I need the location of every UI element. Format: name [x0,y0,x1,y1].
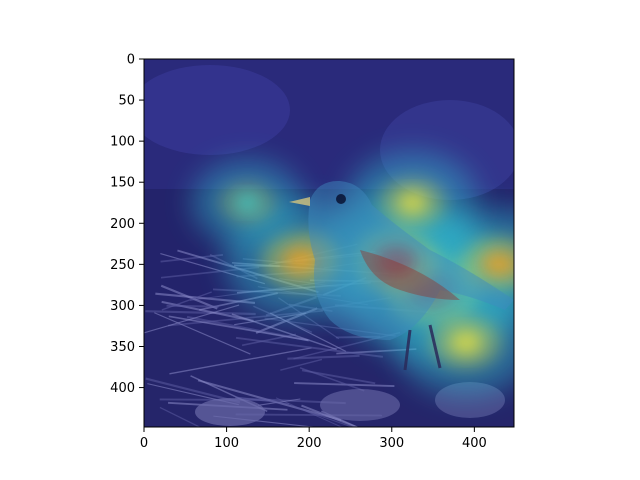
straw-strand [280,358,323,371]
x-tick-label: 300 [379,436,404,451]
straw-strand [166,304,219,308]
heat-hotspot [481,250,514,278]
y-tick-label: 300 [110,299,135,314]
straw-strand [159,406,201,427]
x-tick-label: 200 [297,436,322,451]
straw-strand [161,291,212,311]
heat-hotspot [281,245,321,275]
straw-strand [144,304,240,334]
bird-wing [360,250,460,300]
heat-hotspot [396,191,429,215]
image-leaf-blur [144,65,290,155]
heat-hotspot [235,193,260,212]
x-tick-label: 400 [462,436,487,451]
heat-overlay [192,152,514,396]
x-axis-ticks: 0 100 200 300 400 [140,427,487,451]
straw-strand [145,310,256,316]
straw-strand [154,312,251,355]
straw-strand [287,354,360,360]
y-tick-label: 200 [110,217,135,232]
y-tick-label: 50 [118,94,135,109]
y-tick-label: 350 [110,340,135,355]
x-tick-label: 100 [214,436,239,451]
image-leaf-bottom-mid [320,389,400,421]
bird-beak [289,197,310,206]
axes-frame [143,58,515,428]
straw-strand [155,292,256,304]
straw-strand [236,396,290,405]
straw-strand [269,312,347,352]
plot-area [144,59,514,427]
bird-body [308,180,514,340]
y-axis-ticks: 0 50 100 150 200 250 300 350 400 [110,53,144,396]
bird-leg-1 [403,329,412,371]
bird-leg-2 [428,324,442,369]
bird-eye [336,194,346,204]
bird [289,180,514,371]
y-tick-label: 250 [110,258,135,273]
straw-strand [169,347,312,375]
heat-hotspot [449,329,483,355]
y-tick-label: 100 [110,135,135,150]
straw-strand [168,315,309,342]
straw-strand [294,382,395,388]
y-tick-label: 0 [127,53,135,68]
y-tick-label: 400 [110,381,135,396]
straw-strand [235,336,384,358]
straw-strand [299,367,365,392]
x-tick-label: 0 [140,436,148,451]
y-tick-label: 150 [110,176,135,191]
image-leaf-bottom-left [195,398,265,426]
straw-strand [294,406,354,427]
